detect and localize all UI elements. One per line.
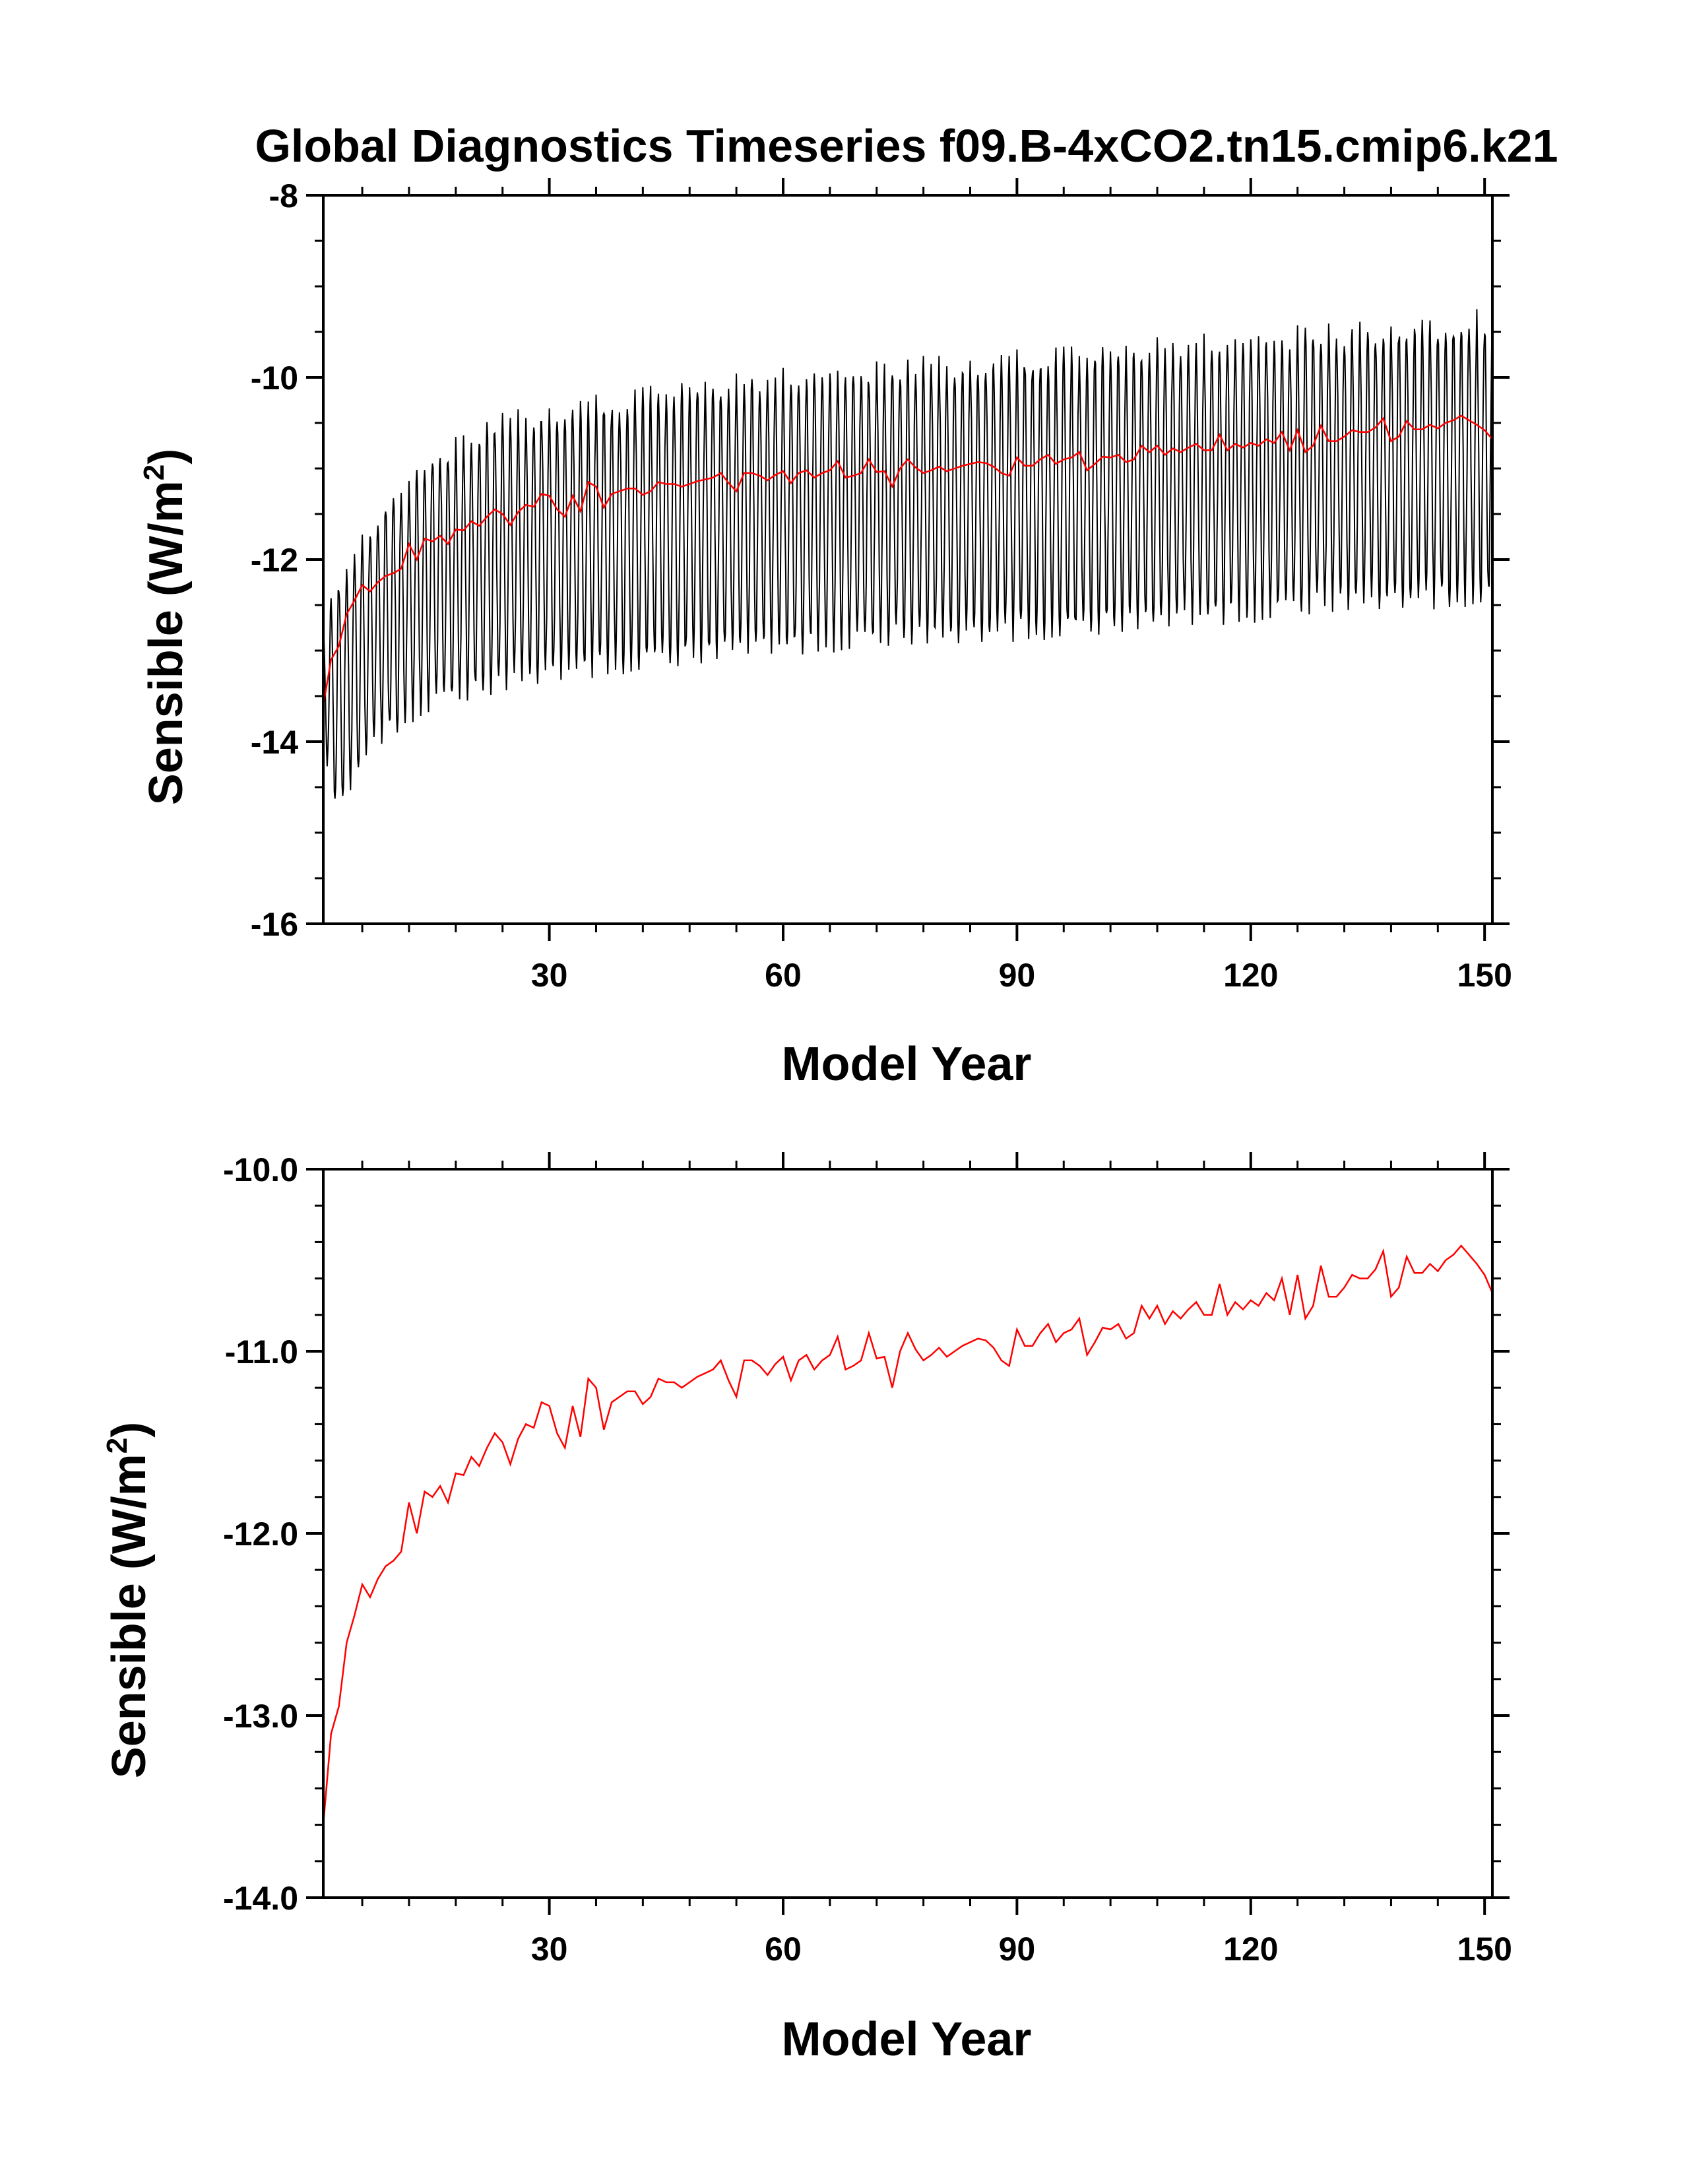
top-monthly-line	[323, 308, 1493, 799]
bottom-x-tick-label: 90	[999, 1931, 1036, 1968]
top-x-axis-label: Model Year	[782, 1038, 1032, 1091]
top-x-tick-label: 30	[531, 957, 568, 994]
figure-title: Global Diagnostics Timeseries f09.B-4xCO…	[255, 120, 1558, 172]
top-panel: 30 60 90 120 150 -16 -14 -12 -10 -8 Model Year S…	[138, 177, 1512, 1091]
top-y-tick-label: -14	[251, 724, 298, 761]
bottom-y-tick-label: -12.0	[223, 1516, 298, 1553]
top-x-tick-label: 120	[1223, 957, 1278, 994]
top-y-tick-label: -12	[251, 542, 298, 579]
bottom-ticks	[306, 1152, 1510, 1915]
bottom-x-tick-label: 120	[1223, 1931, 1278, 1968]
bottom-y-tick-labels: -14.0 -13.0 -12.0 -11.0 -10.0	[223, 1151, 298, 1917]
top-y-tick-label: -10	[251, 360, 298, 397]
top-plot-frame	[322, 194, 1494, 925]
top-y-tick-label: -8	[269, 177, 298, 214]
bottom-x-tick-label: 150	[1457, 1931, 1512, 1968]
top-y-axis-label: Sensible (W/m2)	[138, 449, 193, 806]
top-annual-line	[322, 414, 1493, 706]
bottom-y-tick-label: -10.0	[223, 1151, 298, 1188]
top-ticks	[306, 178, 1510, 941]
bottom-x-tick-label: 60	[765, 1931, 802, 1968]
bottom-x-tick-labels: 30 60 90 120 150	[531, 1931, 1512, 1968]
bottom-x-axis-label: Model Year	[782, 2013, 1032, 2066]
bottom-y-tick-label: -13.0	[223, 1698, 298, 1735]
bottom-x-tick-label: 30	[531, 1931, 568, 1968]
top-y-tick-labels: -16 -14 -12 -10 -8	[251, 177, 298, 943]
top-x-tick-label: 60	[765, 957, 802, 994]
bottom-panel: 30 60 90 120 150 -14.0 -13.0 -12.0 -11.0 -10.0 M…	[101, 1151, 1512, 2066]
bottom-y-tick-label: -11.0	[225, 1333, 298, 1370]
bottom-y-axis-label: Sensible (W/m2)	[101, 1422, 156, 1779]
bottom-annual-line	[322, 1244, 1494, 1825]
top-x-tick-label: 90	[999, 957, 1036, 994]
top-y-tick-label: -16	[251, 906, 298, 943]
top-x-tick-labels: 30 60 90 120 150	[531, 957, 1512, 994]
bottom-y-tick-label: -14.0	[223, 1880, 298, 1917]
bottom-plot-frame	[322, 1168, 1494, 1899]
top-monthly-series	[323, 308, 1493, 799]
top-x-tick-label: 150	[1457, 957, 1512, 994]
